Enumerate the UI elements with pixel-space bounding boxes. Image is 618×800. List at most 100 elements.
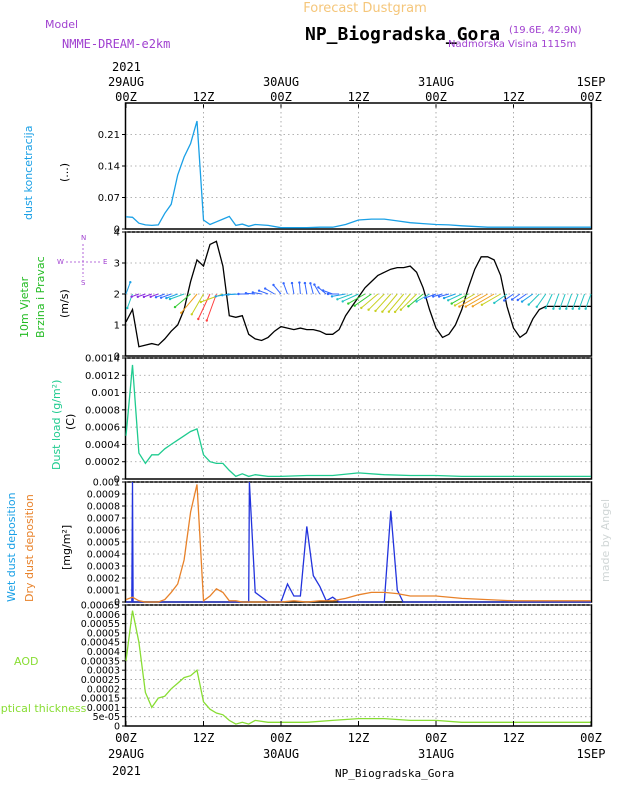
station-altitude: Nadmorska Visina 1115m	[448, 39, 576, 50]
wind-arrow	[291, 282, 295, 295]
wind-arrow	[448, 293, 463, 301]
wind-arrow-head	[313, 283, 316, 286]
wind-arrow-head	[197, 317, 200, 321]
wind-arrow	[174, 293, 191, 308]
wind-arrow	[298, 282, 301, 295]
wind-arrow	[169, 293, 185, 300]
wind-arrow-head	[480, 303, 484, 306]
ytick-label-concentration-3: 0.21	[98, 130, 120, 141]
ylabel-aod-2: optical thickness	[0, 702, 87, 715]
wind-arrow	[143, 293, 153, 298]
ytick-label-load-5: 0.001	[91, 388, 120, 399]
wind-arrow-head	[584, 307, 587, 310]
supertitle: Forecast Dustgram	[303, 1, 427, 16]
wind-arrow	[206, 293, 217, 321]
ytick-label-aod-12: 0.0006	[87, 610, 120, 621]
station-coords: (19.6E, 42.9N)	[509, 25, 582, 36]
wind-arrow-head	[330, 295, 334, 298]
series-line-deposition-0	[126, 481, 591, 603]
wind-arrow-head	[159, 296, 163, 299]
top-date-label-2: 30AUG	[263, 75, 299, 89]
ytick-label-load-2: 0.0004	[85, 440, 120, 451]
wind-arrow-head	[129, 281, 132, 284]
wind-arrow-head	[298, 281, 301, 284]
ytick-label-aod-5: 0.00025	[81, 675, 120, 686]
wind-arrow-head	[407, 305, 410, 308]
year-label-bottom: 2021	[112, 764, 141, 778]
wind-arrow	[425, 293, 437, 299]
ytick-label-aod-8: 0.0004	[87, 647, 120, 658]
wind-arrow-head	[516, 298, 519, 302]
wind-arrow	[354, 293, 372, 307]
ytick-label-aod-2: 0.0001	[87, 703, 120, 714]
wind-arrow-head	[290, 281, 294, 285]
wind-arrow	[536, 293, 547, 308]
ytick-label-wind-0: 0	[114, 352, 120, 363]
wind-arrow-head	[154, 296, 158, 299]
wind-arrow-head	[399, 308, 403, 311]
station-title: NP_Biogradska_Gora	[305, 24, 500, 45]
wind-arrow-head	[149, 295, 152, 298]
wind-arrow-head	[565, 307, 568, 310]
wind-arrow-head	[381, 310, 384, 313]
bottom-time-ticks: 00Z 29AUG 12Z 00Z 30AUG 12Z 00Z 31AUG 12Z 00Z 1SEP	[108, 721, 605, 761]
wind-arrow-head	[571, 307, 574, 310]
ylabel-wet: Wet dust deposition	[5, 492, 18, 602]
wind-arrow	[472, 293, 495, 307]
wind-arrow	[493, 293, 508, 304]
wind-arrow-head	[336, 298, 339, 301]
top-tick-label-3: 12Z	[348, 90, 370, 104]
bottom-tick-label-4: 00Z	[425, 731, 447, 745]
wind-arrow	[264, 288, 275, 295]
wind-arrow	[578, 293, 586, 309]
wind-arrow	[433, 293, 443, 297]
wind-arrow	[394, 293, 411, 313]
wind-arrow-head	[353, 304, 356, 307]
wind-arrow	[416, 293, 430, 302]
footer-station: NP_Biogradska_Gora	[335, 767, 454, 780]
top-tick-label-0: 00Z	[115, 90, 137, 104]
wind-arrow-head	[471, 305, 474, 308]
series-line-deposition-1	[125, 484, 591, 603]
ytick-label-deposition-0: 0	[114, 598, 120, 609]
wind-arrow-head	[142, 295, 146, 299]
bottom-date-label-2: 30AUG	[263, 747, 299, 761]
top-tick-label-1: 12Z	[193, 90, 215, 104]
wind-arrow-head	[520, 300, 524, 303]
wind-arrow-head	[552, 307, 555, 310]
wind-arrow	[511, 293, 521, 300]
wind-arrow-head	[544, 306, 547, 310]
wind-arrow	[160, 293, 172, 299]
wind-arrow-head	[126, 306, 129, 310]
ytick-label-concentration-1: 0.07	[98, 193, 120, 204]
wind-arrow	[382, 293, 398, 313]
wind-arrow	[443, 293, 456, 299]
wind-arrow	[361, 293, 379, 309]
bottom-tick-label-3: 12Z	[348, 731, 370, 745]
ytick-label-aod-3: 0.00015	[81, 694, 120, 705]
units-deposition: [mg/m²]	[60, 525, 73, 570]
bottom-tick-label-2: 00Z	[270, 731, 292, 745]
ytick-label-deposition-5: 0.0005	[87, 538, 120, 549]
wind-arrow	[180, 293, 198, 314]
wind-arrow-head	[321, 289, 325, 292]
wind-arrow-head	[393, 310, 397, 314]
wind-arrow-head	[360, 306, 363, 310]
compass-n: N	[81, 234, 86, 242]
bottom-tick-label-0: 00Z	[115, 731, 137, 745]
ytick-label-aod-13: 0.00065	[81, 601, 120, 612]
compass-rose: N S W E	[57, 234, 107, 287]
top-tick-label-5: 12Z	[503, 90, 525, 104]
watermark: made by Angel	[599, 499, 612, 582]
ytick-label-aod-7: 0.00035	[81, 656, 120, 667]
wind-arrow	[309, 283, 314, 295]
wind-arrow	[283, 283, 288, 295]
wind-arrow	[565, 293, 573, 309]
wind-arrow-head	[387, 310, 391, 313]
bottom-date-label-4: 31AUG	[418, 747, 454, 761]
wind-arrow	[368, 293, 385, 311]
wind-arrow	[125, 281, 131, 295]
top-tick-label-4: 00Z	[425, 90, 447, 104]
wind-arrow	[258, 290, 269, 295]
ylabel-load: Dust load (g/m²)	[50, 380, 63, 470]
